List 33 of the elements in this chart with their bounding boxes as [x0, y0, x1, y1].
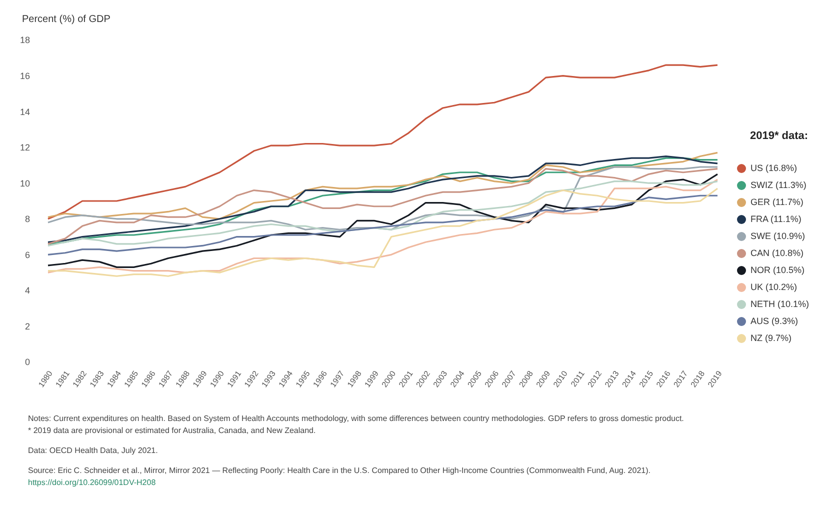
y-tick-label: 0	[24, 357, 30, 368]
text: * 2019 data are provisional or estimated for Australia, Canada, and New Zealand.	[28, 425, 317, 437]
line-series	[47, 152, 718, 220]
legend-label: NOR (10.5%)	[750, 265, 804, 275]
y-axis-title: Percent (%) of GDP	[21, 13, 112, 27]
legend-label: NZ (9.7%)	[750, 333, 792, 343]
line-series	[47, 64, 718, 220]
legend-label: SWE (10.9%)	[750, 231, 805, 241]
y-tick-label: 16	[20, 70, 30, 81]
legend-label: AUS (9.3%)	[750, 316, 798, 326]
y-tick-label: 10	[20, 178, 30, 188]
line-series	[47, 166, 718, 230]
text: Data: OECD Health Data, July 2021.	[28, 445, 159, 457]
line-series	[47, 180, 718, 247]
text: https://doi.org/10.26099/01DV-H208	[28, 477, 157, 489]
y-tick-label: 12	[20, 142, 30, 153]
legend-label: FRA (11.1%)	[750, 214, 802, 224]
y-tick-label: 6	[24, 250, 30, 260]
y-tick-label: 4	[24, 286, 30, 296]
y-tick-label: 8	[24, 214, 30, 224]
legend-title: 2019* data:	[750, 130, 808, 142]
legend-label: US (16.8%)	[750, 163, 798, 173]
y-tick-label: 18	[20, 35, 30, 46]
legend-label: NETH (10.1%)	[750, 299, 809, 309]
y-tick-label: 14	[20, 106, 30, 117]
line-series	[47, 194, 718, 256]
source-note: Source: Eric C. Schneider et al., Mirror, Mirror 2021 — Reflecting Poorly: Health Care in the U.S. Compared to Other High-Income Countries (Commonwealth Fund, Aug. 2021).	[28, 465, 652, 477]
legend-label: GER (11.7%)	[750, 197, 804, 207]
text: Notes: Current expenditures on health. Based on System of Health Accounts methodology, with some differences between country methodologies. GDP refers to gross domestic product.	[28, 413, 685, 425]
legend-label: CAN (10.8%)	[750, 248, 804, 258]
legend-label: SWIZ (11.3%)	[750, 180, 806, 190]
y-tick-label: 2	[24, 321, 30, 332]
legend-label: UK (10.2%)	[750, 282, 798, 292]
